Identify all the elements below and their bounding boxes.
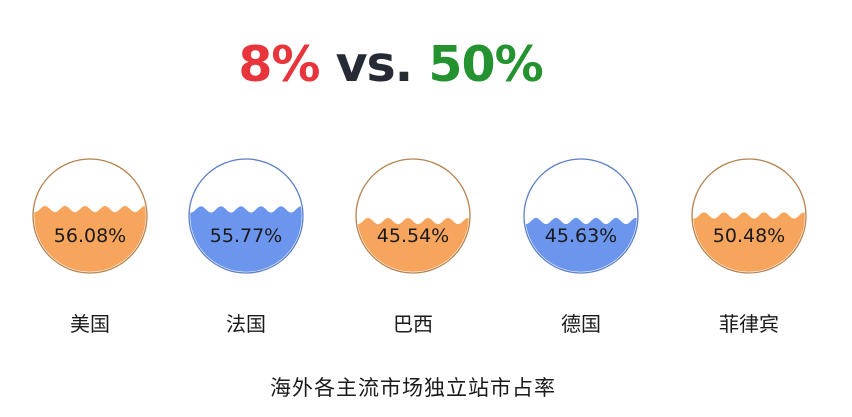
gauge-liquid-fill bbox=[525, 217, 637, 272]
chart-caption: 海外各主流市场独立站市占率 bbox=[270, 376, 556, 400]
gauge-liquid-fill bbox=[190, 206, 302, 272]
headline: 8% vs. 50% bbox=[0, 30, 781, 100]
gauge-category-label: 巴西 bbox=[393, 312, 433, 336]
gauge-category-label: 德国 bbox=[561, 312, 601, 336]
gauge-border bbox=[355, 158, 471, 274]
gauge-value-label: 45.54% bbox=[377, 225, 449, 247]
gauge-border bbox=[188, 158, 304, 274]
gauge-value-label: 50.48% bbox=[713, 225, 785, 247]
gauge-category-label: 菲律宾 bbox=[719, 312, 779, 336]
gauge-border bbox=[523, 158, 639, 274]
gauge-value-label: 45.63% bbox=[545, 225, 617, 247]
gauge-category-label: 美国 bbox=[70, 312, 110, 336]
headline-left-value: 8% bbox=[238, 36, 320, 93]
gauge-border bbox=[32, 158, 148, 274]
gauge-value-label: 56.08% bbox=[54, 225, 126, 247]
headline-versus: vs. bbox=[335, 36, 414, 93]
headline-right-value: 50% bbox=[428, 36, 543, 93]
gauge-3: 45.63% 德国 bbox=[523, 158, 639, 336]
gauge-2: 45.54% 巴西 bbox=[355, 158, 471, 336]
gauge-value-label: 55.77% bbox=[210, 225, 282, 247]
gauge-liquid-fill bbox=[693, 212, 805, 272]
gauge-liquid-fill bbox=[357, 217, 469, 272]
gauge-liquid-fill bbox=[34, 205, 146, 272]
liquid-gauge-chart: 56.08% 美国 55.77% 法国 45.54% 巴西 45.63% 德国 50.48% 菲律… bbox=[32, 158, 807, 336]
gauge-1: 55.77% 法国 bbox=[188, 158, 304, 336]
gauge-0: 56.08% 美国 bbox=[32, 158, 148, 336]
gauge-4: 50.48% 菲律宾 bbox=[691, 158, 807, 336]
gauge-border bbox=[691, 158, 807, 274]
gauge-category-label: 法国 bbox=[226, 312, 266, 336]
